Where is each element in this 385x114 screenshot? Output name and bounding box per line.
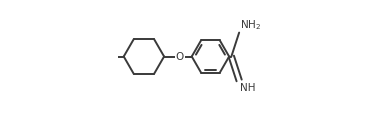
Text: O: O: [176, 52, 184, 62]
Text: NH$_2$: NH$_2$: [240, 18, 261, 32]
Text: NH: NH: [240, 82, 255, 92]
